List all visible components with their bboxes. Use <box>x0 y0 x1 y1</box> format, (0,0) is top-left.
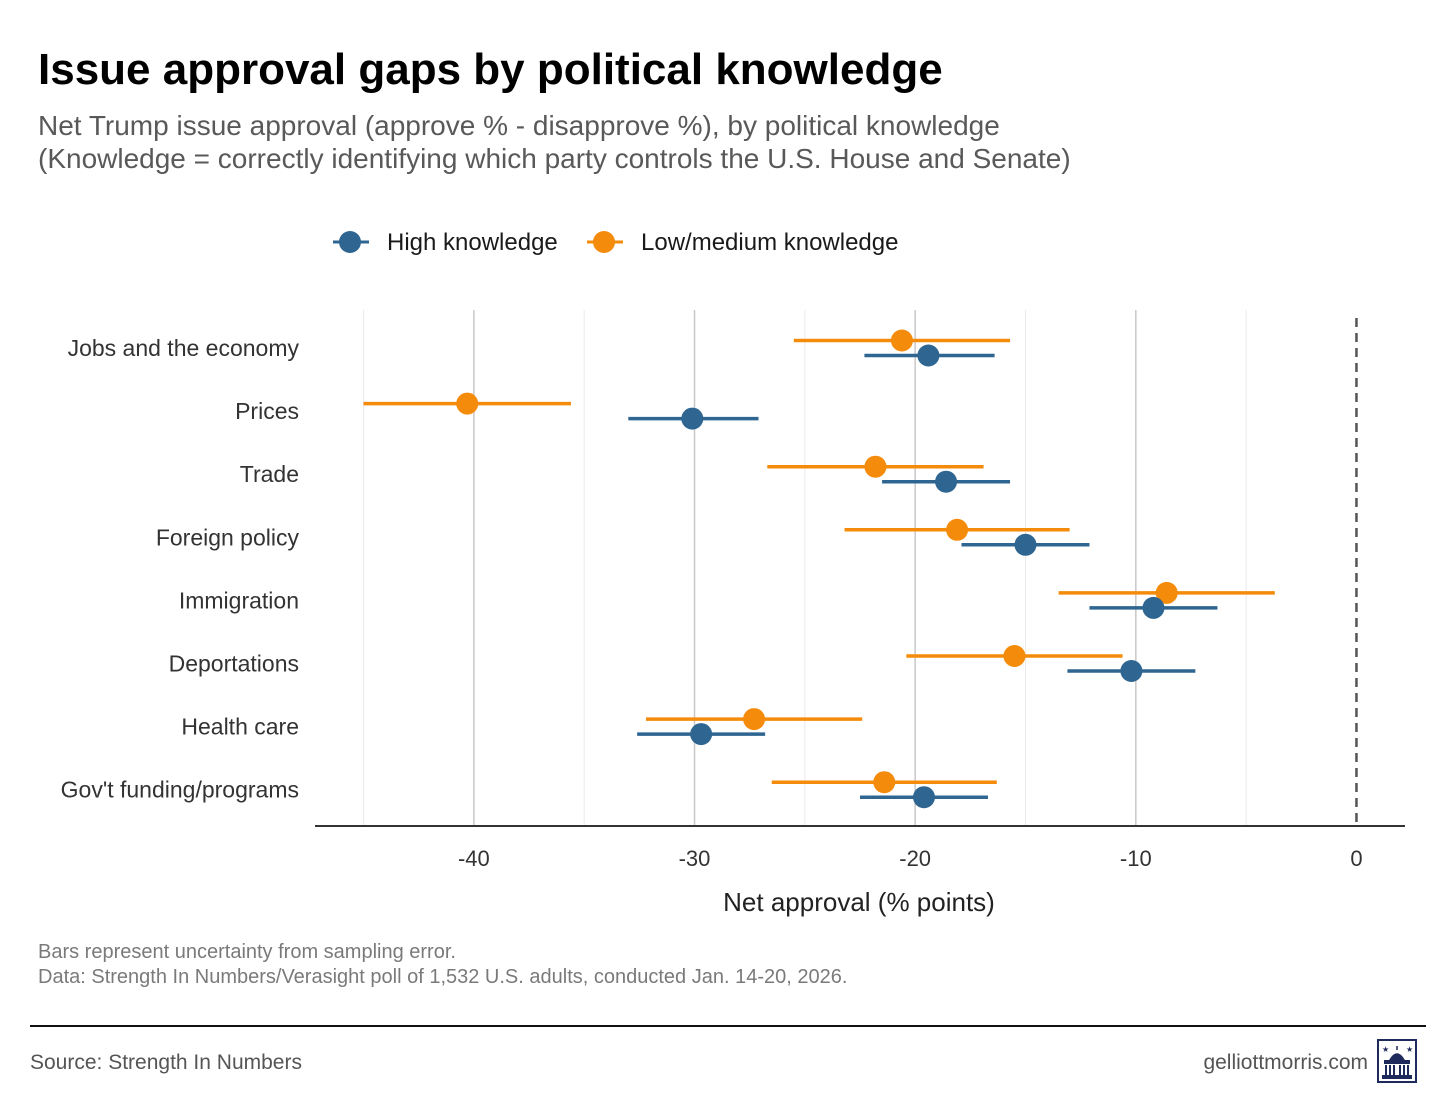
point-high <box>917 344 940 367</box>
category-label: Jobs and the economy <box>68 335 300 361</box>
x-tick-label: -20 <box>899 846 931 871</box>
x-tick-label: -30 <box>679 846 711 871</box>
point-high <box>912 786 935 809</box>
legend-low-marker <box>593 231 615 253</box>
point-low <box>873 771 896 794</box>
category-label: Gov't funding/programs <box>61 777 299 803</box>
category-label: Foreign policy <box>156 524 300 550</box>
footer-site: gelliottmorris.com <box>1203 1051 1368 1074</box>
note-data: Data: Strength In Numbers/Verasight poll… <box>38 966 847 988</box>
legend: High knowledge Low/medium knowledge <box>333 229 898 256</box>
point-low <box>864 455 887 478</box>
category-label: Prices <box>235 398 299 424</box>
capitol-logo-icon: ★ ★ <box>1377 1039 1417 1083</box>
x-axis-label: Net approval (% points) <box>723 887 995 917</box>
point-low <box>456 392 479 415</box>
category-label: Immigration <box>179 587 299 613</box>
chart-subtitle-2: (Knowledge = correctly identifying which… <box>38 143 1071 174</box>
category-label: Trade <box>240 461 299 487</box>
point-low <box>743 708 766 731</box>
point-high <box>935 470 958 493</box>
point-low <box>890 329 913 352</box>
point-low <box>1003 645 1026 667</box>
footer-source: Source: Strength In Numbers <box>30 1051 302 1074</box>
point-high <box>690 723 713 746</box>
x-tick-label: -10 <box>1120 846 1152 871</box>
legend-high-marker <box>339 231 361 253</box>
x-tick-label: 0 <box>1350 846 1362 871</box>
chart-title: Issue approval gaps by political knowled… <box>38 45 943 94</box>
x-tick-label: -40 <box>458 846 490 871</box>
category-label: Health care <box>181 714 299 740</box>
legend-low-label: Low/medium knowledge <box>641 229 898 256</box>
point-high <box>1120 660 1143 682</box>
point-high <box>681 407 704 430</box>
svg-text:★: ★ <box>1382 1045 1389 1054</box>
point-high <box>1014 533 1037 556</box>
point-high <box>1142 596 1165 619</box>
data-marks <box>363 329 1275 809</box>
point-low <box>1155 581 1178 604</box>
legend-high-label: High knowledge <box>387 229 558 256</box>
note-uncertainty: Bars represent uncertainty from sampling… <box>38 941 456 963</box>
chart-subtitle: Net Trump issue approval (approve % - di… <box>38 110 1000 141</box>
category-label: Deportations <box>169 651 299 677</box>
category-labels: Jobs and the economy Prices Trade Foreign p… <box>61 335 300 803</box>
grid <box>363 310 1358 826</box>
svg-text:★: ★ <box>1406 1045 1413 1054</box>
x-tick-labels: -40 -30 -20 -10 0 <box>458 846 1363 871</box>
point-low <box>946 518 969 541</box>
